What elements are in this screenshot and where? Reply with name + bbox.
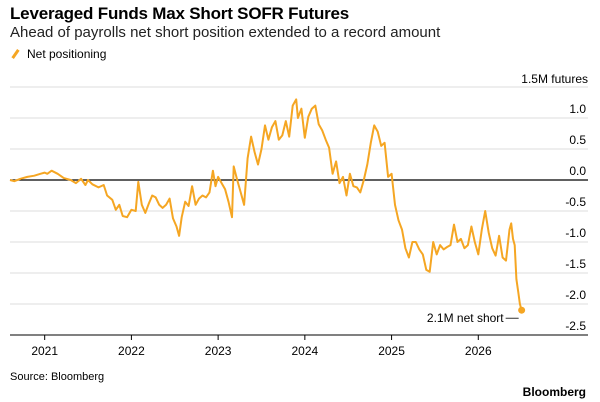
y-tick-label: -2.0 — [565, 288, 586, 302]
annotation-label: 2.1M net short — [427, 311, 504, 325]
chart-title: Leveraged Funds Max Short SOFR Futures — [10, 4, 350, 23]
series-line-net-positioning — [9, 98, 523, 311]
x-tick-label: 2022 — [118, 344, 145, 358]
source-note: Source: Bloomberg — [10, 371, 105, 383]
y-tick-label: -1.5 — [565, 257, 586, 271]
chart-subtitle: Ahead of payrolls net short position ext… — [10, 24, 441, 41]
x-tick-label: 2023 — [205, 344, 232, 358]
unit-label: 1.5M futures — [521, 72, 588, 86]
x-axis: 2021 2022 2023 2024 2025 2026 — [10, 334, 588, 358]
x-tick-label: 2021 — [31, 344, 58, 358]
y-tick-label: 1.0 — [569, 102, 586, 116]
gridlines — [10, 86, 588, 336]
x-tick-label: 2024 — [291, 344, 318, 358]
x-tick-label: 2026 — [465, 344, 492, 358]
x-tick-label: 2025 — [378, 344, 405, 358]
y-tick-label: -1.0 — [565, 226, 586, 240]
endpoint-marker — [518, 306, 526, 314]
y-tick-label: 0.0 — [569, 164, 586, 178]
y-tick-label: 0.5 — [569, 133, 586, 147]
legend: Net positioning — [10, 47, 106, 61]
y-tick-label: -2.5 — [565, 319, 586, 333]
y-tick-label: -0.5 — [565, 195, 586, 209]
legend-label: Net positioning — [27, 47, 107, 61]
y-axis: 1.0 0.5 0.0 -0.5 -1.0 -1.5 -2.0 -2.5 — [565, 102, 586, 333]
brand-logo: Bloomberg — [522, 385, 586, 399]
